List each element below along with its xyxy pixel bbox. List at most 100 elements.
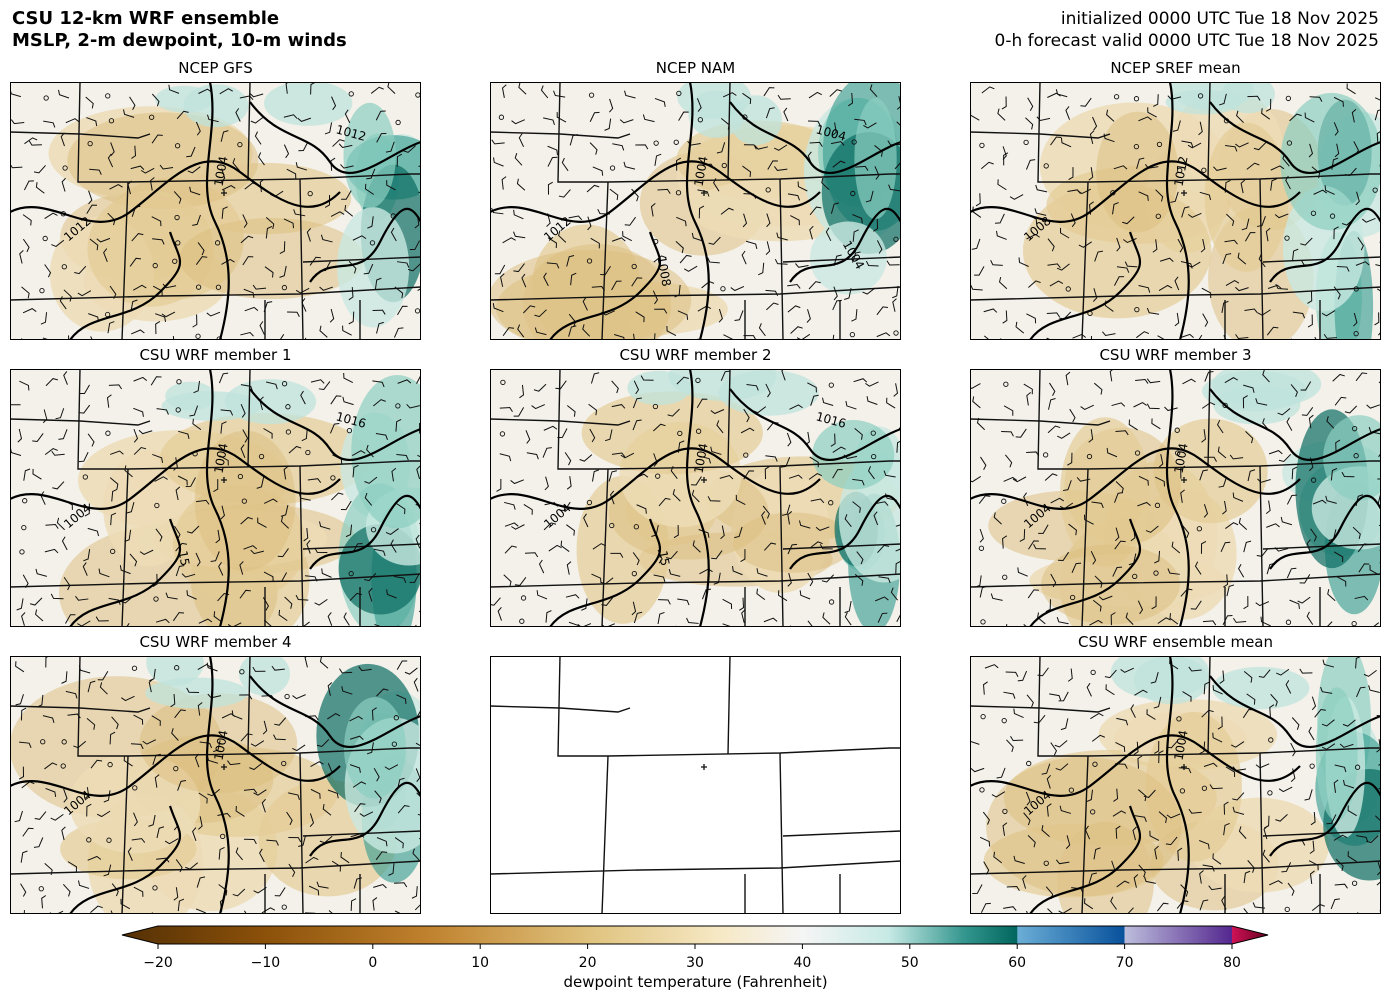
wind-barb <box>1226 213 1235 226</box>
calm-wind-circle <box>1310 477 1317 483</box>
wind-barb <box>293 209 306 217</box>
calm-wind-circle <box>281 904 287 910</box>
wind-barb <box>1106 447 1118 458</box>
calm-wind-circle <box>21 524 27 531</box>
panel-title: CSU WRF member 1 <box>139 346 292 364</box>
wind-barb <box>601 623 615 627</box>
wind-barb <box>1333 122 1339 136</box>
wind-barb <box>1299 668 1313 674</box>
wind-barb <box>807 572 814 587</box>
wind-barb <box>735 494 746 505</box>
wind-barb <box>152 573 158 587</box>
wind-barb <box>1201 402 1216 409</box>
dry-dewpoint-area <box>490 249 692 340</box>
wind-barb <box>1217 446 1227 459</box>
wind-barb <box>1354 595 1369 601</box>
wind-barb <box>352 781 367 788</box>
wind-barb <box>1044 473 1058 481</box>
wind-barb <box>591 573 602 584</box>
wind-barb <box>780 456 791 468</box>
wind-barb <box>1115 741 1126 752</box>
calm-wind-circle <box>1069 594 1076 601</box>
wind-barb <box>668 568 681 577</box>
wind-barb <box>862 287 876 295</box>
wind-barb <box>339 668 353 674</box>
wind-barb <box>895 524 901 527</box>
wind-barb <box>1112 810 1127 817</box>
figure-title: CSU 12-km WRF ensemble MSLP, 2-m dewpoin… <box>12 8 347 52</box>
state-border <box>744 874 841 914</box>
wind-barb <box>386 180 396 191</box>
wind-barb <box>342 396 354 406</box>
wind-barb <box>63 576 71 591</box>
state-border <box>247 369 251 468</box>
wind-barb <box>340 164 354 169</box>
wind-barb <box>58 89 70 99</box>
wind-barb <box>52 481 65 490</box>
isobar <box>1209 388 1381 462</box>
wind-barb <box>1002 822 1008 836</box>
wind-barb <box>1093 847 1101 860</box>
calm-wind-circle <box>1092 761 1098 767</box>
wind-barb <box>1291 717 1300 730</box>
wind-barb <box>148 814 156 827</box>
wind-barb <box>1322 659 1335 668</box>
wind-barb <box>604 118 612 131</box>
wind-barb <box>1092 288 1098 302</box>
title-line-1: CSU 12-km WRF ensemble <box>12 8 280 29</box>
wind-barb <box>1136 157 1145 170</box>
wind-barb <box>283 144 290 159</box>
wind-barb <box>156 826 165 839</box>
wind-barb <box>1222 500 1227 515</box>
wind-barb <box>980 161 994 170</box>
wind-barb <box>373 399 386 407</box>
wind-barb <box>787 573 792 587</box>
wind-barb <box>1056 616 1069 625</box>
wind-barb <box>86 117 98 127</box>
dry-dewpoint-area <box>732 512 853 573</box>
map-panel-8 <box>490 656 901 914</box>
wind-barb <box>718 308 723 323</box>
wind-barb <box>352 543 363 553</box>
wind-barb <box>50 813 64 821</box>
wind-barb <box>1153 94 1159 107</box>
moist-dewpoint-area <box>1212 369 1322 408</box>
wind-barb <box>23 468 31 481</box>
wind-barb <box>518 133 525 148</box>
wind-barb <box>110 142 115 156</box>
wind-barb <box>1269 880 1283 886</box>
wind-barb <box>1088 429 1094 443</box>
wind-barb <box>232 158 240 171</box>
wind-barb <box>1375 264 1381 267</box>
calm-wind-circle <box>175 240 181 246</box>
wind-barb <box>513 407 525 417</box>
wind-barb <box>40 312 48 325</box>
wind-barb <box>394 910 403 914</box>
panel-frame <box>970 656 1381 914</box>
wind-barb <box>1308 726 1315 741</box>
isobar <box>789 207 901 283</box>
wind-barb <box>301 298 307 312</box>
wind-barb <box>111 488 118 502</box>
state-border <box>10 573 421 588</box>
wind-barb <box>560 540 570 552</box>
wind-barb <box>155 618 170 624</box>
wind-barb <box>352 464 359 478</box>
wind-barb <box>120 898 131 910</box>
wind-barb <box>1047 263 1061 269</box>
calm-wind-circle <box>1329 213 1336 219</box>
calm-wind-circle <box>1284 235 1290 241</box>
wind-barb <box>240 516 253 525</box>
wind-barb <box>250 549 264 555</box>
wind-barb <box>865 190 874 203</box>
wind-barb <box>148 678 154 693</box>
wind-barb <box>375 110 386 121</box>
wind-barb <box>504 501 516 510</box>
calm-wind-circle <box>1133 96 1140 102</box>
wind-barb <box>758 262 765 276</box>
wind-barb <box>1182 524 1190 538</box>
wind-barb <box>1116 880 1130 888</box>
wind-barb <box>288 863 296 878</box>
calm-wind-circle <box>391 741 398 747</box>
wind-barb <box>177 898 185 912</box>
